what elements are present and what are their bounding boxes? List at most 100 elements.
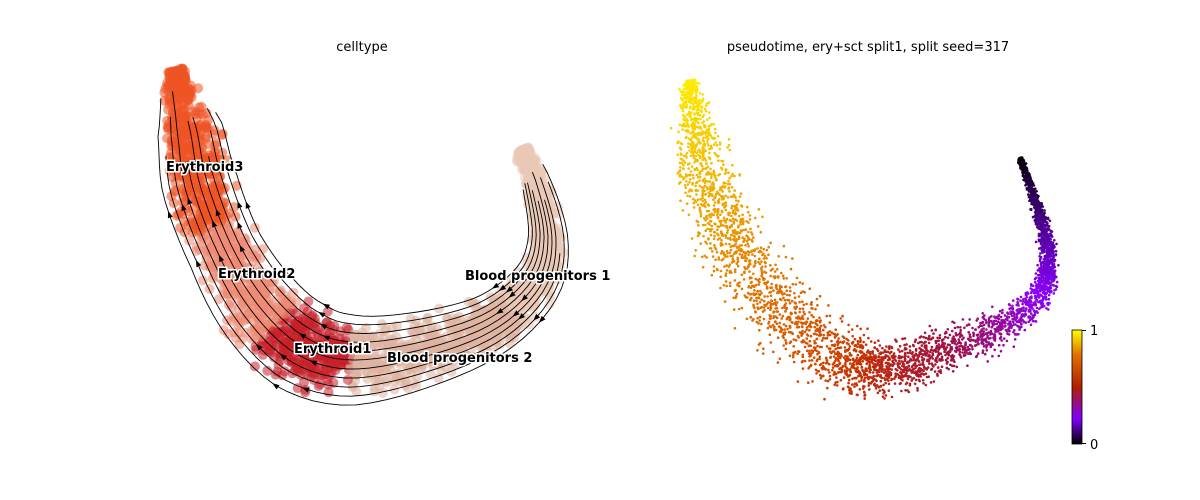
pseudotime-point: [692, 143, 695, 147]
pseudotime-point: [903, 358, 907, 361]
pseudotime-point: [681, 209, 685, 212]
pseudotime-point: [876, 391, 880, 395]
pseudotime-point: [788, 326, 792, 329]
pseudotime-point: [696, 234, 700, 238]
cell-point: [531, 210, 542, 221]
pseudotime-point: [844, 362, 847, 366]
pseudotime-point: [726, 196, 730, 199]
pseudotime-point: [728, 182, 731, 186]
pseudotime-point: [698, 179, 701, 182]
cell-point: [519, 161, 530, 172]
pseudotime-point: [778, 313, 782, 316]
pseudotime-point: [710, 224, 714, 228]
pseudotime-point: [993, 339, 997, 342]
pseudotime-point: [958, 347, 961, 351]
pseudotime-point: [851, 383, 854, 386]
pseudotime-point: [688, 178, 692, 181]
pseudotime-point: [716, 238, 720, 241]
pseudotime-point: [678, 88, 681, 91]
pseudotime-point: [730, 186, 734, 189]
pseudotime-point: [692, 131, 695, 134]
pseudotime-point: [748, 277, 752, 280]
pseudotime-point: [794, 283, 798, 286]
pseudotime-point: [740, 306, 744, 310]
pseudotime-point: [862, 340, 865, 344]
cell-point: [166, 140, 177, 151]
pseudotime-point: [753, 249, 756, 253]
pseudotime-point: [747, 265, 750, 269]
pseudotime-point: [890, 345, 893, 349]
pseudotime-point: [752, 236, 755, 239]
pseudotime-point: [808, 359, 811, 362]
pseudotime-point: [781, 314, 785, 318]
pseudotime-point: [931, 352, 934, 355]
pseudotime-point: [728, 242, 731, 246]
pseudotime-point: [860, 379, 863, 382]
pseudotime-point: [705, 209, 709, 213]
pseudotime-point: [818, 345, 822, 349]
pseudotime-point: [927, 341, 931, 345]
pseudotime-point: [991, 305, 994, 309]
pseudotime-point: [946, 328, 950, 331]
pseudotime-point: [956, 325, 959, 329]
pseudotime-point: [715, 143, 719, 147]
pseudotime-point: [754, 261, 757, 265]
cell-point: [288, 287, 299, 298]
pseudotime-point: [866, 327, 869, 331]
pseudotime-point: [1015, 315, 1019, 318]
pseudotime-point: [884, 394, 888, 397]
pseudotime-point: [702, 136, 705, 140]
pseudotime-point: [703, 181, 707, 184]
pseudotime-point: [793, 296, 797, 300]
pseudotime-point: [738, 195, 742, 198]
cell-point: [204, 283, 215, 294]
pseudotime-point: [752, 299, 756, 303]
pseudotime-point: [961, 318, 965, 321]
pseudotime-points: [669, 78, 1060, 401]
pseudotime-point: [999, 349, 1003, 353]
pseudotime-point: [763, 254, 767, 258]
pseudotime-point: [742, 278, 746, 281]
pseudotime-point: [1016, 297, 1020, 301]
pseudotime-point: [986, 334, 989, 337]
pseudotime-point: [863, 397, 866, 400]
pseudotime-point: [903, 337, 907, 340]
pseudotime-point: [769, 341, 773, 344]
pseudotime-point: [708, 180, 712, 183]
pseudotime-point: [879, 379, 883, 383]
pseudotime-point: [1036, 311, 1039, 314]
pseudotime-point: [687, 100, 690, 104]
pseudotime-point: [879, 374, 882, 377]
pseudotime-point: [713, 244, 716, 247]
pseudotime-point: [808, 349, 811, 353]
pseudotime-point: [726, 255, 729, 258]
pseudotime-point: [972, 331, 975, 335]
cell-point: [262, 365, 273, 376]
pseudotime-point: [1031, 319, 1035, 323]
cluster-label-erythroid3: Erythroid3: [166, 160, 243, 175]
cell-point: [201, 253, 212, 264]
pseudotime-point: [688, 195, 692, 198]
pseudotime-point: [679, 141, 683, 145]
pseudotime-point: [742, 228, 745, 232]
pseudotime-point: [747, 245, 750, 248]
pseudotime-point: [936, 336, 939, 340]
pseudotime-point: [727, 179, 730, 183]
pseudotime-point: [735, 262, 739, 266]
pseudotime-point: [1008, 307, 1011, 311]
pseudotime-point: [709, 215, 712, 219]
pseudotime-point: [944, 353, 947, 357]
pseudotime-point: [829, 347, 832, 350]
pseudotime-point: [762, 347, 765, 351]
pseudotime-point: [694, 249, 697, 252]
pseudotime-point: [959, 326, 962, 329]
pseudotime-point: [848, 345, 852, 348]
pseudotime-point: [808, 339, 812, 343]
pseudotime-point: [712, 204, 716, 207]
pseudotime-point: [971, 347, 974, 351]
pseudotime-point: [802, 303, 806, 307]
pseudotime-point: [717, 199, 720, 203]
pseudotime-point: [875, 384, 879, 387]
pseudotime-point: [735, 292, 739, 296]
pseudotime-point: [887, 389, 891, 393]
